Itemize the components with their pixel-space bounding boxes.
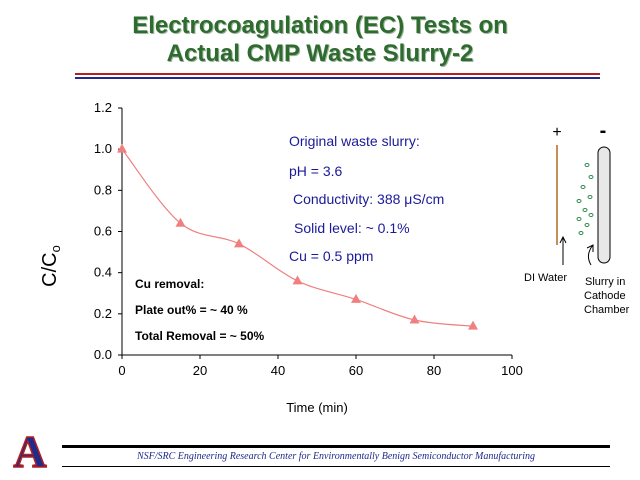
title-rule-blue <box>75 77 600 79</box>
x-tick-label: 80 <box>427 363 441 378</box>
note-original: Original waste slurry: <box>289 133 420 149</box>
footer-rule-top <box>62 445 610 448</box>
title-rule-red <box>75 73 600 75</box>
bubble <box>576 199 582 203</box>
y-tick-label: 1.2 <box>94 100 112 115</box>
data-point <box>175 217 186 227</box>
cu-removal-total: Total Removal = ~ 50% <box>135 329 265 343</box>
y-axis-title-main: C/C <box>39 252 61 286</box>
data-point <box>234 238 244 248</box>
anode-plus-label: + <box>552 124 561 141</box>
data-point <box>117 143 127 153</box>
x-tick-label: 20 <box>193 363 207 378</box>
chart: 0.0 0.2 0.4 0.6 0.8 1.0 1.2 0 20 40 60 80 100 Time (… <box>39 100 523 415</box>
bubble <box>587 195 593 199</box>
y-tick-label: 0.6 <box>94 224 112 239</box>
y-tick-label: 0.8 <box>94 182 112 197</box>
plot-area: 0.0 0.2 0.4 0.6 0.8 1.0 1.2 0 20 40 60 80 100 <box>94 100 523 378</box>
footer-rule-bottom <box>62 466 610 467</box>
y-tick-label: 1.0 <box>94 141 112 156</box>
cu-removal-plate: Plate out% = ~ 40 % <box>135 303 248 317</box>
bubble <box>584 163 590 167</box>
bubble <box>578 231 584 235</box>
slurry-label-1: Slurry in <box>585 276 626 288</box>
footer-text: NSF/SRC Engineering Research Center for … <box>136 451 536 462</box>
bubble <box>584 223 590 227</box>
cathode-chamber <box>597 146 611 264</box>
cu-removal-title: Cu removal: <box>135 277 205 291</box>
note-ph: pH = 3.6 <box>289 163 343 179</box>
title-line-2: Actual CMP Waste Slurry-2 <box>166 40 474 67</box>
note-solid: Solid level: ~ 0.1% <box>294 220 410 236</box>
svg-text:C/Co: C/Co <box>39 245 63 287</box>
note-cu: Cu = 0.5 ppm <box>289 248 374 264</box>
slurry-arrowhead <box>586 244 594 252</box>
bubble <box>588 213 594 217</box>
y-axis-title-sub: o <box>48 245 63 252</box>
slurry-label-2: Cathode <box>584 290 626 302</box>
x-axis-title: Time (min) <box>286 400 348 415</box>
slurry-arrow <box>587 244 594 266</box>
data-point <box>468 320 478 330</box>
bubble <box>582 208 588 212</box>
y-tick-label: 0.4 <box>94 265 112 280</box>
bubble <box>576 217 582 221</box>
bubble-group <box>576 163 594 235</box>
di-water-arrowhead <box>559 235 567 244</box>
cathode-minus-label: - <box>600 120 607 142</box>
bubble <box>580 185 586 189</box>
data-point <box>409 314 420 324</box>
university-logo: A <box>13 427 48 473</box>
data-point <box>292 275 303 285</box>
data-point <box>351 293 361 303</box>
x-tick-label: 0 <box>118 363 125 378</box>
slide-title: Electrocoagulation (EC) Tests on Actual … <box>0 12 640 68</box>
title-line-1: Electrocoagulation (EC) Tests on <box>132 12 508 39</box>
y-tick-label: 0.0 <box>94 347 112 362</box>
cell-diagram: + - <box>552 120 611 266</box>
note-conductivity: Conductivity: 388 μS/cm <box>293 191 445 207</box>
y-tick-label: 0.2 <box>94 306 112 321</box>
di-water-label: DI Water <box>524 272 567 284</box>
x-tick-label: 60 <box>349 363 363 378</box>
slurry-label-3: Chamber <box>584 304 630 316</box>
logo-letter: A <box>13 427 46 473</box>
x-tick-label: 100 <box>501 363 523 378</box>
x-tick-label: 40 <box>271 363 285 378</box>
y-axis-title: C/Co <box>39 245 63 287</box>
bubble <box>588 175 594 179</box>
